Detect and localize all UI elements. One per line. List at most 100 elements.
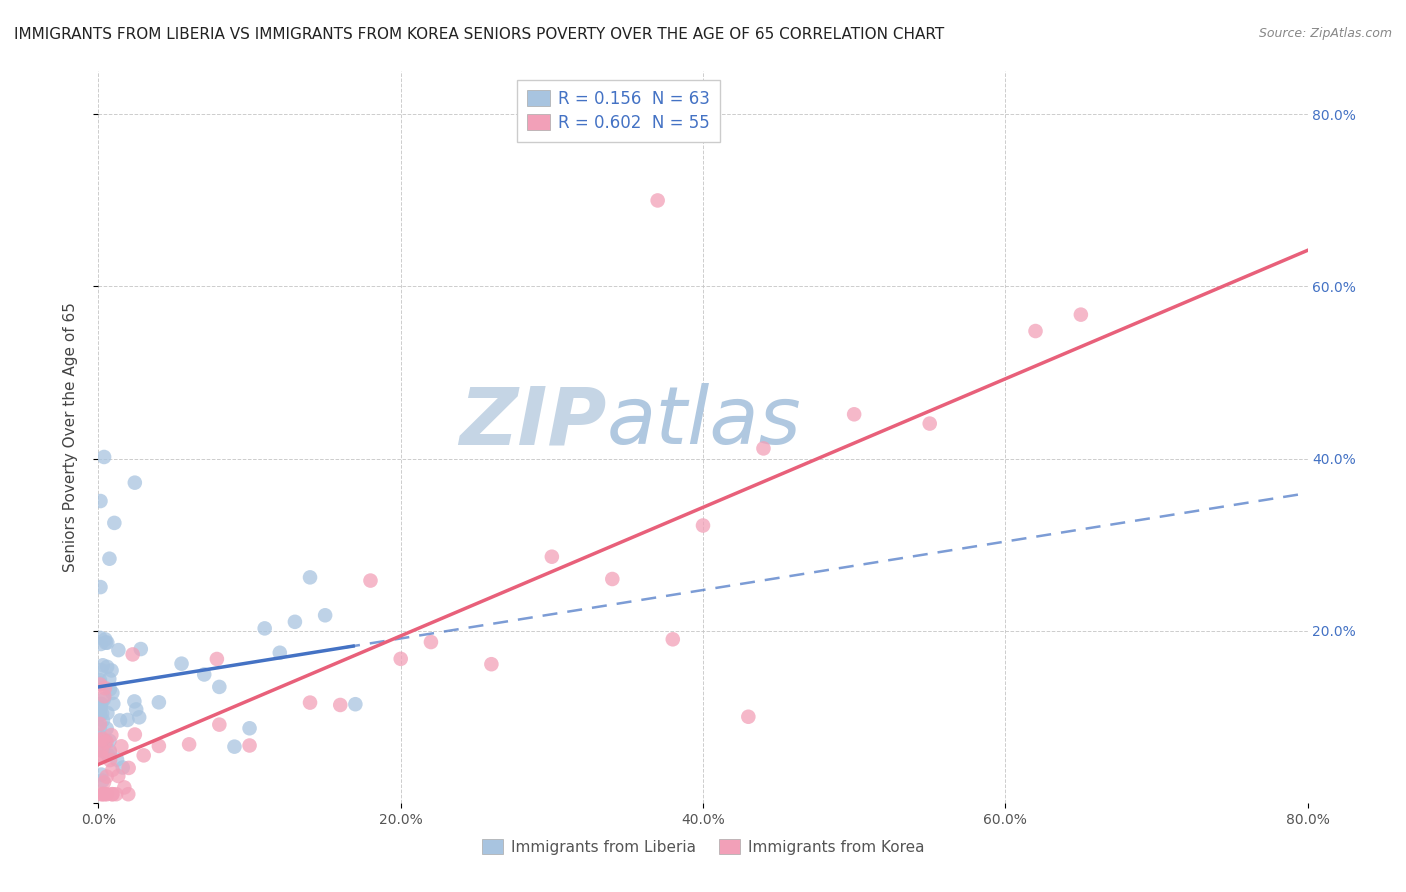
Point: [752, 442, 775, 456]
Point: [1070, 308, 1092, 322]
Point: [89, 706, 111, 720]
Point: [481, 657, 503, 672]
Text: atlas: atlas: [606, 384, 801, 461]
Point: [329, 698, 352, 712]
Point: [89, 580, 111, 594]
Point: [89, 676, 111, 690]
Point: [602, 572, 624, 586]
Point: [90, 637, 112, 651]
Point: [91, 744, 114, 758]
Point: [125, 702, 148, 716]
Point: [170, 657, 193, 671]
Point: [96, 770, 118, 784]
Point: [96, 722, 118, 736]
Point: [124, 475, 146, 490]
Point: [90, 697, 112, 711]
Point: [205, 652, 228, 666]
Point: [389, 652, 412, 666]
Point: [284, 615, 307, 629]
Point: [107, 769, 129, 783]
Point: [90, 747, 112, 762]
Point: [96, 635, 118, 649]
Point: [96, 660, 118, 674]
Point: [91, 706, 114, 721]
Point: [94, 635, 117, 649]
Point: [89, 732, 111, 747]
Y-axis label: Seniors Poverty Over the Age of 65: Seniors Poverty Over the Age of 65: [63, 302, 77, 572]
Point: [91, 787, 114, 801]
Point: [96, 787, 118, 801]
Point: [124, 727, 146, 741]
Point: [128, 710, 150, 724]
Point: [101, 787, 124, 801]
Point: [93, 450, 115, 464]
Point: [98, 734, 121, 748]
Point: [661, 632, 683, 647]
Point: [299, 696, 322, 710]
Point: [93, 692, 115, 706]
Point: [647, 194, 669, 208]
Point: [129, 642, 152, 657]
Point: [344, 697, 367, 711]
Point: [94, 787, 117, 801]
Point: [89, 730, 111, 744]
Point: [148, 739, 170, 753]
Point: [94, 632, 117, 647]
Point: [89, 631, 111, 645]
Point: [208, 680, 231, 694]
Point: [692, 518, 714, 533]
Point: [101, 763, 124, 777]
Point: [91, 714, 114, 728]
Point: [224, 739, 246, 754]
Point: [96, 706, 118, 720]
Point: [89, 673, 111, 687]
Point: [420, 635, 443, 649]
Point: [91, 750, 114, 764]
Point: [101, 686, 124, 700]
Point: [239, 739, 262, 753]
Point: [1024, 324, 1046, 338]
Point: [253, 621, 276, 635]
Point: [103, 697, 125, 711]
Point: [93, 787, 115, 801]
Point: [89, 494, 111, 508]
Point: [118, 761, 141, 775]
Point: [91, 741, 114, 756]
Point: [103, 516, 125, 530]
Point: [91, 731, 114, 746]
Point: [98, 753, 121, 767]
Point: [269, 646, 291, 660]
Point: [208, 717, 231, 731]
Point: [132, 748, 155, 763]
Point: [94, 681, 117, 695]
Point: [90, 787, 112, 801]
Point: [94, 734, 117, 748]
Point: [918, 417, 941, 431]
Point: [89, 721, 111, 735]
Point: [89, 700, 111, 714]
Point: [90, 663, 112, 677]
Text: Source: ZipAtlas.com: Source: ZipAtlas.com: [1258, 27, 1392, 40]
Point: [91, 773, 114, 788]
Point: [737, 710, 759, 724]
Point: [98, 746, 121, 760]
Point: [91, 658, 114, 673]
Point: [112, 780, 135, 795]
Text: ZIP: ZIP: [458, 384, 606, 461]
Point: [100, 728, 122, 742]
Point: [314, 608, 336, 623]
Point: [117, 787, 139, 801]
Point: [89, 708, 111, 723]
Point: [360, 574, 382, 588]
Point: [121, 648, 143, 662]
Point: [93, 690, 115, 704]
Point: [90, 743, 112, 757]
Point: [98, 744, 121, 758]
Point: [299, 570, 322, 584]
Legend: Immigrants from Liberia, Immigrants from Korea: Immigrants from Liberia, Immigrants from…: [475, 833, 931, 861]
Point: [89, 717, 111, 731]
Point: [90, 767, 112, 781]
Point: [844, 407, 866, 421]
Point: [90, 702, 112, 716]
Point: [94, 735, 117, 749]
